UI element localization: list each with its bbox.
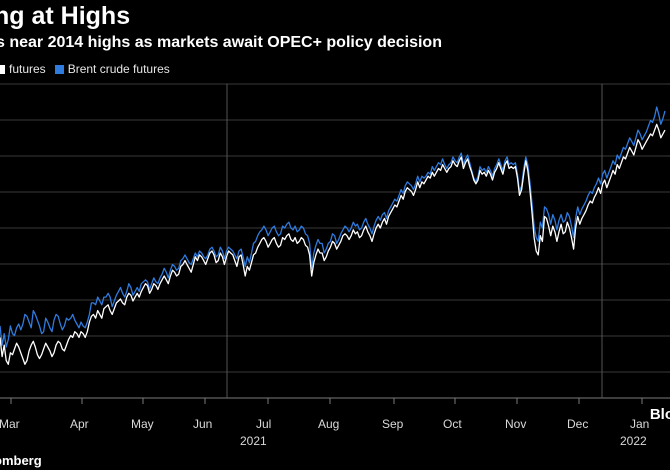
- x-tick-label: Jun: [193, 417, 212, 431]
- chart-title: ng at Highs: [0, 2, 131, 30]
- x-tick-label: Oct: [443, 417, 462, 431]
- x-tick-label: Aug: [318, 417, 339, 431]
- legend: futures Brent crude futures: [0, 62, 179, 76]
- legend-label-brent: Brent crude futures: [67, 62, 170, 76]
- x-tick-label: Apr: [70, 417, 89, 431]
- series-line-futures: [0, 123, 666, 365]
- x-tick-label: Nov: [505, 417, 526, 431]
- x-tick-label: Mar: [0, 417, 20, 431]
- x-tick-label: Jul: [256, 417, 271, 431]
- bloomberg-watermark: Blo: [649, 406, 670, 423]
- chart-subtitle: s near 2014 highs as markets await OPEC+…: [0, 34, 442, 51]
- x-tick-label: Dec: [567, 417, 588, 431]
- legend-swatch-futures: [0, 64, 5, 74]
- series-line-brent: [0, 106, 666, 348]
- x-tick-label: Jan: [630, 417, 649, 431]
- legend-swatch-brent: [54, 64, 64, 74]
- year-label: 2022: [620, 434, 647, 448]
- year-label: 2021: [240, 434, 267, 448]
- x-tick-label: May: [131, 417, 154, 431]
- legend-label-futures: futures: [9, 62, 46, 76]
- x-tick-label: Sep: [382, 417, 404, 431]
- legend-item-futures: futures: [0, 62, 46, 76]
- legend-item-brent: Brent crude futures: [54, 62, 170, 76]
